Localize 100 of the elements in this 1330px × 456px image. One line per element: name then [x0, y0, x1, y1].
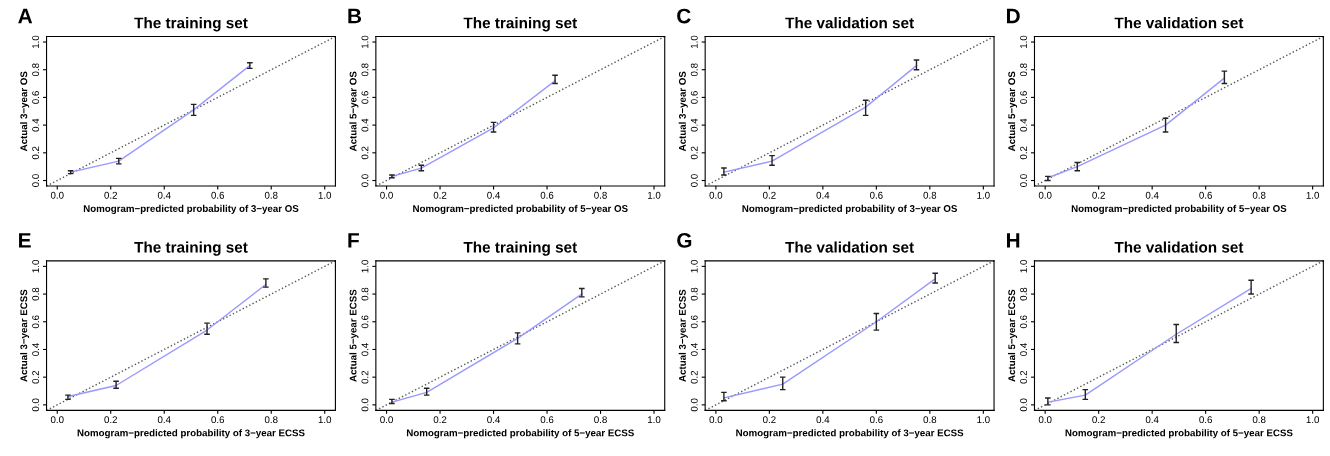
x-tick-label: 1.0: [648, 416, 661, 424]
x-tick-label: 1.0: [318, 416, 332, 424]
text: G: [677, 232, 692, 248]
y-tick-label: 0.0: [690, 398, 698, 412]
x-tick-label: 0.6: [869, 191, 883, 199]
x-tick-label: 0.4: [816, 191, 830, 199]
x-tick-label: 0.6: [869, 416, 883, 424]
y-tick-label: 0.0: [32, 174, 40, 187]
x-tick-label: 0.2: [1092, 191, 1105, 199]
y-tick-label: 0.8: [1020, 63, 1027, 77]
text: B: [348, 8, 362, 24]
x-tick-label: 0.4: [816, 416, 830, 424]
x-tick-label: 0.8: [1252, 191, 1266, 199]
x-axis-title: Nomogram−predicted probability of 3−year ECSS: [736, 429, 964, 439]
x-tick-label: 0.0: [1038, 191, 1052, 199]
line-series: [723, 64, 918, 173]
x-tick-label: 1.0: [977, 416, 990, 424]
y-tick-label: 0.0: [1020, 398, 1027, 412]
y-tick-label: 0.8: [690, 63, 698, 77]
y-tick-label: 0.2: [32, 146, 40, 160]
y-tick-label: 0.8: [361, 63, 369, 77]
x-tick-label: 1.0: [318, 191, 332, 199]
y-tick-label: 0.8: [1020, 287, 1027, 301]
y-tick-label: 0.6: [1020, 315, 1027, 329]
x-tick-label: 0.4: [487, 191, 501, 199]
x-tick-label: 0.0: [709, 416, 723, 424]
x-axis-title: Nomogram−predicted probability of 3−year OS: [83, 204, 299, 214]
y-tick-label: 0.2: [32, 370, 40, 384]
y-tick-label: 0.8: [690, 287, 698, 301]
y-tick-label: 0.0: [1020, 174, 1027, 187]
chart-title: The validation set: [785, 241, 914, 253]
x-tick-label: 0.2: [104, 191, 118, 199]
y-tick-label: 0.6: [1020, 91, 1027, 104]
y-tick-label: 1.0: [361, 35, 369, 49]
y-axis-title: Actual 3−year OS: [678, 71, 688, 152]
y-tick-label: 0.4: [32, 118, 40, 132]
x-tick-label: 0.6: [540, 416, 554, 424]
x-tick-label: 1.0: [648, 191, 661, 199]
x-tick-label: 0.2: [1092, 416, 1105, 424]
y-axis-title: Actual 5−year OS: [1008, 71, 1018, 152]
x-tick-label: 0.0: [380, 191, 393, 199]
y-tick-label: 0.4: [690, 118, 698, 132]
chart-title: The validation set: [1114, 241, 1244, 253]
y-axis-title: Actual 5−year ECSS: [1008, 289, 1018, 382]
x-tick-label: 0.4: [1145, 191, 1159, 199]
chart-title: The training set: [463, 17, 577, 32]
x-axis-title: Nomogram−predicted probability of 5−year ECSS: [1065, 429, 1293, 439]
x-tick-label: 0.8: [594, 416, 607, 424]
y-tick-label: 0.6: [32, 91, 40, 104]
y-tick-label: 1.0: [32, 259, 40, 273]
y-axis-title: Actual 3−year ECSS: [678, 289, 688, 382]
x-tick-label: 0.4: [487, 416, 501, 424]
y-tick-label: 1.0: [361, 259, 369, 273]
y-tick-label: 0.4: [1020, 118, 1027, 132]
y-tick-label: 0.6: [690, 91, 698, 104]
x-tick-label: 0.6: [1199, 416, 1212, 424]
x-tick-label: 0.6: [540, 191, 554, 199]
x-tick-label: 0.4: [157, 416, 171, 424]
y-tick-label: 0.6: [32, 315, 40, 329]
x-tick-label: 0.2: [104, 416, 118, 424]
y-tick-label: 0.8: [32, 63, 40, 77]
y-tick-label: 0.0: [32, 398, 40, 412]
x-tick-label: 0.2: [762, 191, 776, 199]
x-tick-label: 0.8: [594, 191, 607, 199]
y-tick-label: 1.0: [690, 35, 698, 49]
x-tick-label: 0.0: [50, 191, 64, 199]
x-tick-label: 0.2: [433, 191, 447, 199]
x-axis-title: Nomogram−predicted probability of 3−year OS: [742, 204, 958, 214]
x-tick-label: 0.6: [1199, 191, 1212, 199]
y-tick-label: 1.0: [1020, 259, 1027, 273]
y-tick-label: 0.4: [32, 342, 40, 356]
text: E: [19, 233, 31, 248]
text: C: [677, 8, 691, 24]
y-tick-label: 0.2: [1020, 146, 1027, 160]
x-tick-label: 1.0: [977, 191, 990, 199]
y-tick-label: 0.8: [32, 287, 40, 301]
y-tick-label: 1.0: [690, 259, 698, 273]
x-tick-label: 0.8: [264, 416, 278, 424]
y-tick-label: 0.2: [361, 146, 369, 160]
line-series: [723, 278, 936, 399]
x-tick-label: 0.0: [1038, 416, 1052, 424]
line-series: [391, 293, 583, 403]
y-tick-label: 1.0: [32, 35, 40, 49]
chart-title: The training set: [463, 241, 577, 256]
line-series: [1047, 77, 1226, 179]
y-tick-label: 0.6: [361, 315, 369, 329]
text: H: [1006, 233, 1020, 248]
line-series: [67, 283, 267, 398]
chart-title: The training set: [134, 241, 248, 256]
y-tick-label: 0.4: [1020, 342, 1027, 356]
y-tick-label: 0.2: [690, 370, 698, 384]
y-tick-label: 0.2: [1020, 370, 1027, 384]
x-tick-label: 0.0: [380, 416, 393, 424]
chart-title: The validation set: [785, 17, 914, 29]
x-axis-title: Nomogram−predicted probability of 3−year ECSS: [77, 429, 305, 439]
y-tick-label: 0.4: [690, 342, 698, 356]
y-tick-label: 0.4: [361, 118, 369, 132]
text: F: [348, 233, 359, 248]
x-tick-label: 0.4: [1145, 416, 1159, 424]
x-tick-label: 1.0: [1306, 416, 1320, 424]
